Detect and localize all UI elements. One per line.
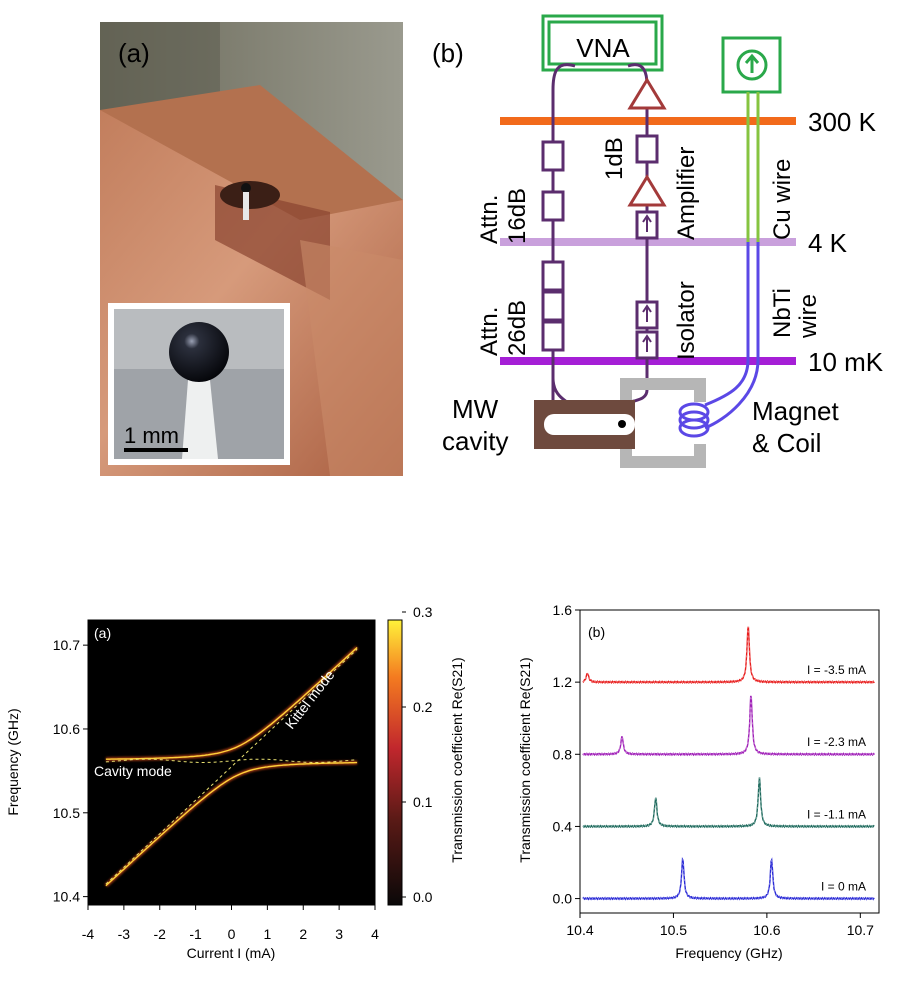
yig-sphere — [169, 322, 229, 382]
colorbar — [387, 619, 403, 906]
current-source-icon — [736, 49, 768, 81]
attn-16dB-line1: Attn. — [476, 195, 503, 244]
spectrum-label-3: I = -3.5 mA — [807, 663, 866, 677]
amplifier-300K — [627, 77, 667, 110]
heatmap-x-tick-label: 3 — [335, 926, 343, 942]
schematic-panel: (b) VNA 300 K 4 K 10 mK — [432, 14, 884, 468]
colorbar-tick-label: 0.2 — [413, 699, 433, 715]
panel-a-label: (a) — [118, 38, 150, 68]
isolator-arrows — [642, 214, 652, 352]
heatmap-x-tick-label: 1 — [263, 926, 271, 942]
heatmap-x-tick-label: -4 — [82, 926, 95, 942]
heatmap-xlabel: Current I (mA) — [187, 945, 276, 961]
spectrum-fit-3 — [582, 626, 875, 684]
spectra-y-tick-label: 0.0 — [553, 891, 573, 907]
yig-sphere-marker — [618, 420, 626, 428]
spectra-y-tick-label: 0.4 — [553, 818, 573, 834]
cavity-label-line1: MW — [452, 394, 499, 424]
heatmap-curves — [104, 646, 359, 888]
magnet-label-line2: & Coil — [752, 428, 821, 458]
current-source — [721, 36, 782, 94]
spectra-axes: 10.4 10.5 10.6 10.7 0.0 0.4 0.8 1.2 1.6 — [553, 602, 875, 938]
colorbar-tick-label: 0.1 — [413, 794, 433, 810]
input-line — [541, 63, 576, 405]
heatmap-y-tick-label: 10.7 — [53, 637, 80, 653]
cavity-mode-line — [105, 758, 358, 763]
heatmap-y-tick-label: 10.6 — [53, 721, 80, 737]
spectra-plot-area — [579, 609, 880, 914]
lower-polariton-branch — [105, 761, 358, 887]
cavity-label-line2: cavity — [442, 426, 508, 456]
heatmap-panel-label: (a) — [94, 625, 111, 641]
heatmap-y-tick-label: 10.4 — [53, 889, 80, 905]
upper-polariton-branch — [105, 646, 358, 760]
spectra-x-tick-label: 10.6 — [753, 922, 780, 938]
heatmap-y-tick-label: 10.5 — [53, 805, 80, 821]
spectra-panel-label: (b) — [588, 624, 605, 640]
attn-26dB-line2: 26dB — [504, 300, 531, 356]
heatmap-ylabel: Frequency (GHz) — [5, 708, 21, 815]
spectrum-fit-2 — [582, 695, 875, 756]
heatmap-x-tick-label: -2 — [154, 926, 167, 942]
coil — [678, 402, 710, 438]
spectrum-label-1: I = -1.1 mA — [807, 807, 866, 821]
spectra-y-tick-label: 1.2 — [553, 674, 573, 690]
spectra-x-tick-label: 10.7 — [847, 922, 874, 938]
heatmap-x-tick-label: 4 — [371, 926, 379, 942]
spectrum-fit-1 — [582, 777, 875, 828]
vna-label: VNA — [576, 33, 630, 63]
panel-b-label: (b) — [432, 38, 464, 68]
spectrum-label-2: I = -2.3 mA — [807, 735, 866, 749]
amplifier-4K — [627, 174, 667, 207]
spectra-ylabel: Transmission coefficient Re(S21) — [517, 657, 533, 862]
heatmap-x-tick-label: 2 — [299, 926, 307, 942]
isolator-label: Isolator — [673, 281, 700, 360]
heatmap-x-tick-label: -1 — [189, 926, 202, 942]
attn-16dB-line2: 16dB — [504, 188, 531, 244]
amp-gain-label: 1dB — [601, 137, 628, 180]
spectra-x-tick-label: 10.4 — [566, 922, 593, 938]
heatmap-chart: (a) Cavity mode Kittel mode -4 -3 -2 -1 0 1 2 3… — [5, 604, 465, 961]
colorbar-tick-label: 0.3 — [413, 604, 433, 620]
attn-26dB-line1: Attn. — [476, 307, 503, 356]
heatmap-axes: -4 -3 -2 -1 0 1 2 3 4 10.4 10.5 10.6 10.7 — [53, 637, 379, 942]
spectra-xlabel: Frequency (GHz) — [675, 945, 782, 961]
spectra-y-tick-label: 0.8 — [553, 746, 573, 762]
photo-panel: 1 mm (a) — [100, 22, 403, 476]
spectra-x-tick-label: 10.5 — [660, 922, 687, 938]
heatmap-x-tick-label: 0 — [228, 926, 236, 942]
colorbar-tick-label: 0.0 — [413, 889, 433, 905]
spectrum-label-0: I = 0 mA — [821, 879, 866, 893]
scale-bar-label: 1 mm — [124, 423, 179, 448]
nbti-label-line1: NbTi — [769, 288, 796, 338]
cavity-mode-annotation: Cavity mode — [94, 763, 172, 779]
colorbar-ticks: 0.0 0.1 0.2 0.3 — [402, 604, 433, 905]
temp-300K: 300 K — [808, 107, 877, 137]
colorbar-label: Transmission coefficient Re(S21) — [449, 657, 465, 862]
magnet-label-line1: Magnet — [752, 396, 839, 426]
temp-10mK: 10 mK — [808, 347, 884, 377]
vna-box — [541, 14, 664, 72]
nbti-wire — [704, 242, 750, 407]
spectra-chart: (b) I = 0 mA I = -1.1 mA I = -2.3 mA I = -3… — [517, 602, 880, 961]
nbti-label-line2: wire — [795, 294, 822, 339]
output-line — [627, 63, 659, 405]
temp-4K: 4 K — [808, 228, 848, 258]
heatmap-x-tick-label: -3 — [118, 926, 131, 942]
spectra-y-tick-label: 1.6 — [553, 602, 573, 618]
spectrum-fit-0 — [582, 858, 875, 900]
magnet-yoke — [620, 378, 706, 468]
amplifier-label: Amplifier — [673, 147, 700, 240]
cu-wire-label: Cu wire — [769, 159, 796, 240]
spectra-series: I = 0 mA I = -1.1 mA I = -2.3 mA I = -3.5 m… — [582, 626, 875, 901]
